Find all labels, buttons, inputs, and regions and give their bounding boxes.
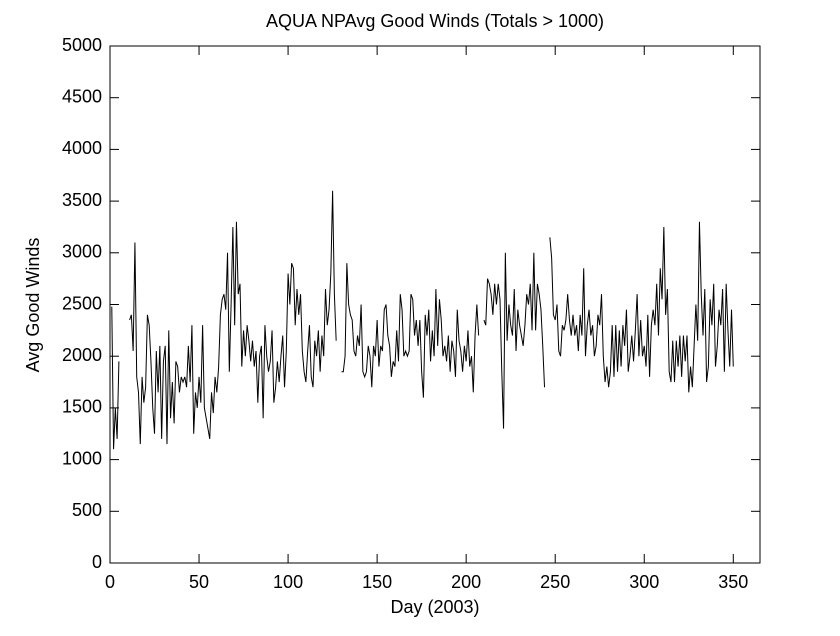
y-tick-label: 0 (92, 552, 102, 572)
chart-title: AQUA NPAvg Good Winds (Totals > 1000) (266, 11, 604, 31)
y-tick-label: 3000 (62, 242, 102, 262)
y-tick-label: 4000 (62, 138, 102, 158)
y-tick-label: 3500 (62, 190, 102, 210)
x-axis-label: Day (2003) (390, 597, 479, 617)
x-tick-label: 100 (273, 572, 303, 592)
x-tick-label: 250 (540, 572, 570, 592)
x-tick-label: 150 (362, 572, 392, 592)
y-axis-label: Avg Good Winds (23, 238, 43, 373)
data-line (111, 190, 734, 450)
x-tick-label: 50 (189, 572, 209, 592)
y-tick-label: 1500 (62, 397, 102, 417)
y-tick-label: 5000 (62, 35, 102, 55)
x-tick-label: 300 (629, 572, 659, 592)
y-tick-label: 500 (72, 500, 102, 520)
x-tick-label: 350 (718, 572, 748, 592)
y-tick-label: 2000 (62, 345, 102, 365)
y-tick-label: 1000 (62, 448, 102, 468)
x-tick-label: 0 (105, 572, 115, 592)
y-tick-label: 4500 (62, 86, 102, 106)
y-tick-label: 2500 (62, 293, 102, 313)
x-tick-label: 200 (451, 572, 481, 592)
